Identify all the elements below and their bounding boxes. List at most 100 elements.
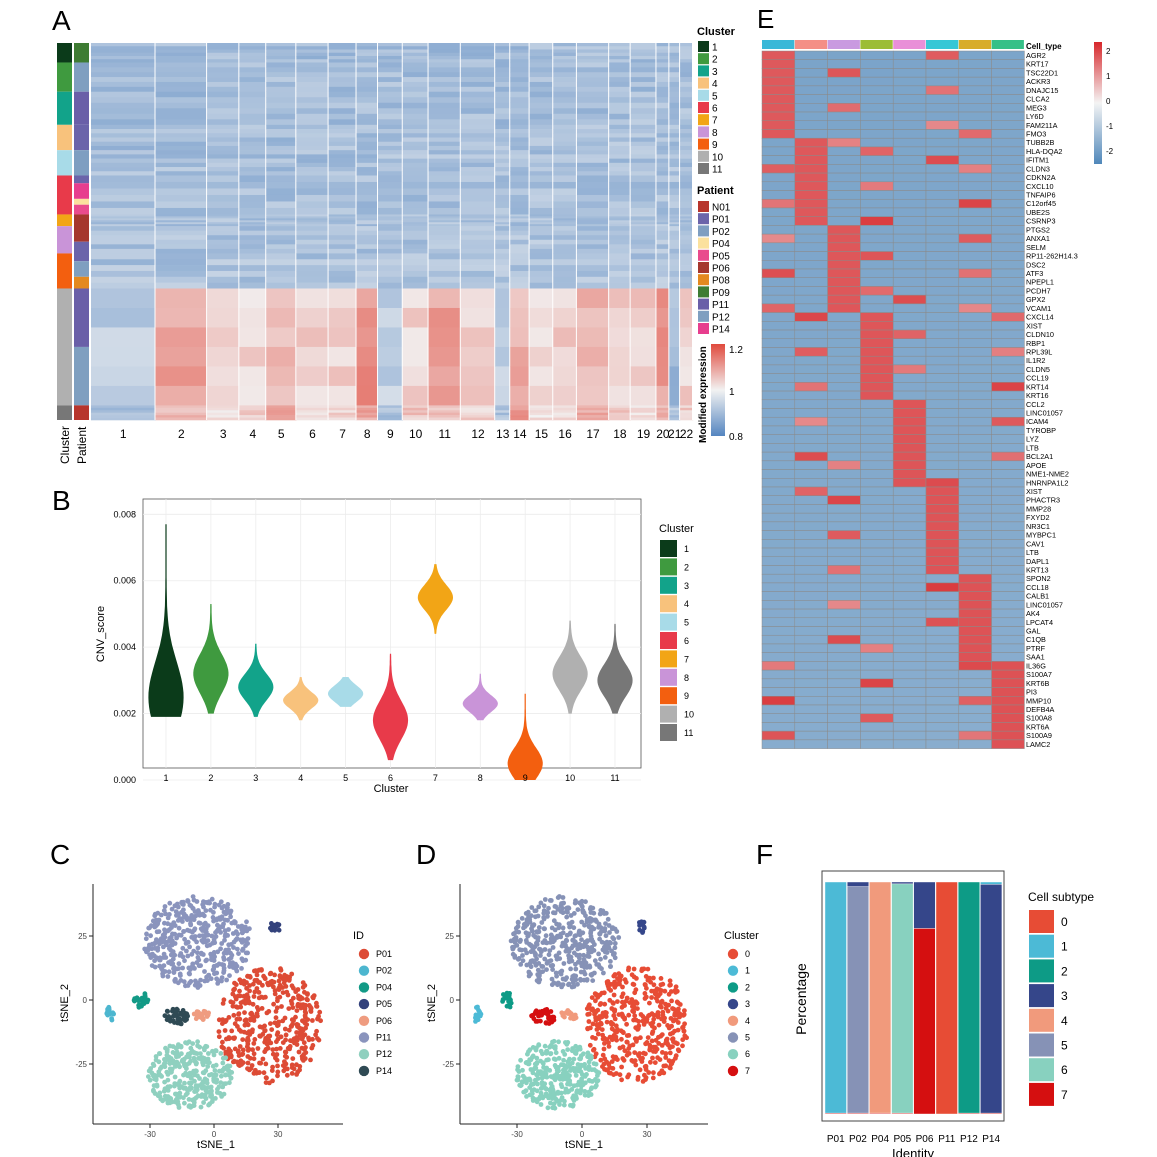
cnv-cell: [266, 214, 297, 217]
cnv-cell: [328, 220, 357, 223]
tsne-point: [548, 1074, 554, 1079]
cnv-cell: [207, 201, 240, 209]
tsne-point: [559, 1095, 565, 1100]
cnv-cell: [155, 346, 208, 367]
tsne-point: [176, 925, 182, 931]
cnv-cell: [680, 259, 694, 266]
tsne-point: [209, 955, 215, 961]
tsne-point: [671, 1039, 676, 1045]
tsne-point: [227, 973, 232, 978]
tsne-point: [544, 1049, 549, 1054]
tsne-point: [550, 1093, 556, 1098]
heatmap-cell: [761, 521, 796, 531]
tsne-point: [559, 1084, 565, 1090]
cnv-cell: [680, 158, 694, 164]
cnv-cell: [510, 194, 530, 202]
cnv-cell: [680, 55, 694, 60]
cnv-cell: [680, 244, 694, 250]
cnv-cell: [402, 49, 429, 54]
tsne-point: [527, 1085, 533, 1090]
tsne-point: [594, 1079, 600, 1084]
tsne-point: [198, 1055, 204, 1061]
cnv-cell: [428, 220, 462, 223]
tsne-point: [162, 1064, 168, 1070]
tsne-point: [206, 1010, 212, 1016]
cnv-cell: [510, 145, 530, 151]
tsne-point: [249, 1063, 255, 1068]
heatmap-cell: [794, 530, 828, 540]
gene-label: CALB1: [1026, 592, 1049, 601]
heatmap-cell: [794, 181, 828, 191]
heatmap-cell: [827, 669, 861, 680]
heatmap-cell: [860, 68, 894, 78]
heatmap-cell: [991, 408, 1025, 418]
heatmap-cell: [892, 329, 927, 340]
cnv-cell: [91, 222, 156, 225]
tsne-point: [544, 1057, 550, 1063]
heatmap-cell: [860, 722, 894, 732]
heatmap-cell: [958, 68, 992, 78]
tsne-point: [600, 908, 606, 914]
tsne-point: [202, 978, 208, 984]
cnv-cell: [155, 407, 208, 411]
tsne-point: [198, 1051, 203, 1056]
tsne-point: [612, 955, 618, 961]
cnv-cell: [510, 216, 530, 219]
heatmap-cell: [827, 451, 861, 462]
tsne-point: [635, 1006, 640, 1011]
heatmap-cell: [991, 94, 1025, 104]
cnv-cell: [356, 162, 379, 168]
gene-label: GPX2: [1026, 295, 1045, 304]
tsne-point: [175, 913, 181, 918]
tsne-point: [651, 975, 656, 981]
tsne-point: [559, 943, 565, 949]
cnv-cell: [553, 239, 578, 245]
tsne-point: [168, 947, 174, 953]
cnv-cell: [576, 181, 610, 189]
cnv-cell: [680, 327, 694, 348]
tsne-point: [222, 928, 228, 934]
cnv-cell: [630, 119, 657, 126]
tsne-point: [253, 1067, 258, 1073]
cnv-cell: [428, 201, 462, 209]
legend-patient-label: P12: [712, 312, 730, 323]
cnv-cell: [378, 405, 404, 409]
cnv-cell: [207, 81, 240, 88]
cnv-cell: [656, 239, 670, 245]
violins: [148, 524, 633, 780]
tsne-point: [563, 1040, 568, 1045]
heatmap-cell: [794, 120, 828, 130]
heatmap-cell: [794, 730, 828, 741]
heatmap-cell: [925, 50, 960, 60]
tsne-point: [631, 966, 637, 972]
heatmap-cell: [860, 408, 894, 418]
cnv-cell: [529, 385, 554, 406]
heatmap-cell: [991, 539, 1025, 549]
cnv-cell: [155, 239, 208, 245]
cnv-cell: [91, 97, 156, 104]
cnv-cell: [495, 282, 511, 289]
tsne-point: [239, 956, 245, 962]
cnv-cell: [155, 415, 208, 418]
cnv-cell: [680, 188, 694, 196]
tsne-point: [588, 1053, 594, 1059]
heatmap-cell: [761, 416, 796, 427]
tsne-point: [520, 1073, 526, 1079]
tsne-point: [588, 1092, 594, 1097]
tsne-point: [224, 932, 229, 938]
tsne-point: [525, 1076, 531, 1082]
tsne-point: [267, 1080, 272, 1086]
heatmap-cell: [761, 355, 796, 366]
legend-cluster-swatch: [698, 126, 709, 138]
cnv-cell: [356, 124, 379, 130]
cnv-cell: [239, 218, 267, 221]
cnv-cell: [91, 181, 156, 189]
heatmap-cell: [761, 434, 796, 444]
cnv-cell: [91, 175, 156, 183]
tsne-point: [573, 933, 579, 939]
tsne-point: [523, 938, 529, 943]
tsne-point: [583, 913, 588, 919]
cell-type-swatch: [958, 40, 992, 49]
cnv-cell: [428, 327, 462, 348]
tsne-point: [591, 1047, 596, 1053]
